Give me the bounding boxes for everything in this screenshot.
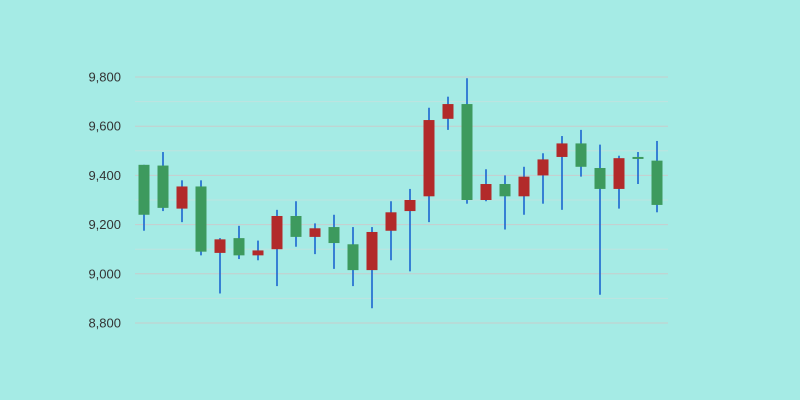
candle <box>290 201 302 247</box>
gridlines <box>135 76 668 324</box>
candle <box>537 153 549 204</box>
candles <box>138 78 663 309</box>
candle <box>518 166 530 215</box>
candle-body-down <box>442 104 454 119</box>
candle-body-down <box>404 200 416 212</box>
candle <box>385 201 397 261</box>
candle <box>328 214 340 269</box>
candle <box>176 180 188 223</box>
candle-body-down <box>423 120 435 197</box>
candle-body-up <box>157 165 169 208</box>
candle <box>214 238 226 294</box>
candle <box>499 175 511 230</box>
candle-body-down <box>366 231 378 271</box>
candle <box>651 140 663 213</box>
candle <box>632 152 644 185</box>
candle <box>613 155 625 209</box>
candle <box>594 144 606 295</box>
candle-body-up <box>195 186 207 252</box>
y-tick-label: 8,800 <box>88 316 121 331</box>
candle-body-up <box>594 168 606 189</box>
candle-body-down <box>271 215 283 250</box>
candle-body-down <box>556 143 568 157</box>
y-tick-label: 9,000 <box>88 266 121 281</box>
candle-body-down <box>537 159 549 176</box>
candle <box>252 240 264 261</box>
candle-body-up <box>651 160 663 205</box>
candle <box>423 107 435 223</box>
candle <box>461 78 473 204</box>
candle-body-up <box>138 164 150 215</box>
y-axis-tick-labels: 9,800 9,600 9,400 9,200 9,000 8,800 <box>88 70 121 331</box>
candle-body-up <box>632 156 644 159</box>
candle-body-up <box>290 215 302 237</box>
candle <box>366 227 378 309</box>
candle <box>157 152 169 212</box>
candle <box>556 136 568 210</box>
y-tick-label: 9,400 <box>88 168 121 183</box>
candle <box>442 96 454 130</box>
candle <box>309 223 321 255</box>
candle <box>404 188 416 272</box>
candle-body-up <box>233 238 245 256</box>
candle-body-down <box>480 184 492 200</box>
y-tick-label: 9,600 <box>88 119 121 134</box>
candle-body-up <box>575 143 587 167</box>
candle-body-up <box>347 244 359 271</box>
candle-body-down <box>613 158 625 189</box>
candle-body-up <box>328 227 340 244</box>
candle-body-down <box>518 176 530 197</box>
candle-body-down <box>214 239 226 253</box>
candle <box>575 129 587 177</box>
candle <box>271 209 283 287</box>
y-tick-label: 9,800 <box>88 70 121 85</box>
candle <box>233 225 245 260</box>
y-tick-label: 9,200 <box>88 217 121 232</box>
candle-body-down <box>252 250 264 256</box>
candle-body-down <box>309 228 321 237</box>
candle-body-down <box>176 186 188 209</box>
candle-body-up <box>461 104 473 200</box>
candle <box>480 169 492 202</box>
candle <box>347 227 359 287</box>
candle <box>195 180 207 256</box>
candle-body-down <box>385 212 397 231</box>
candle-body-up <box>499 184 511 197</box>
candle <box>138 164 150 231</box>
